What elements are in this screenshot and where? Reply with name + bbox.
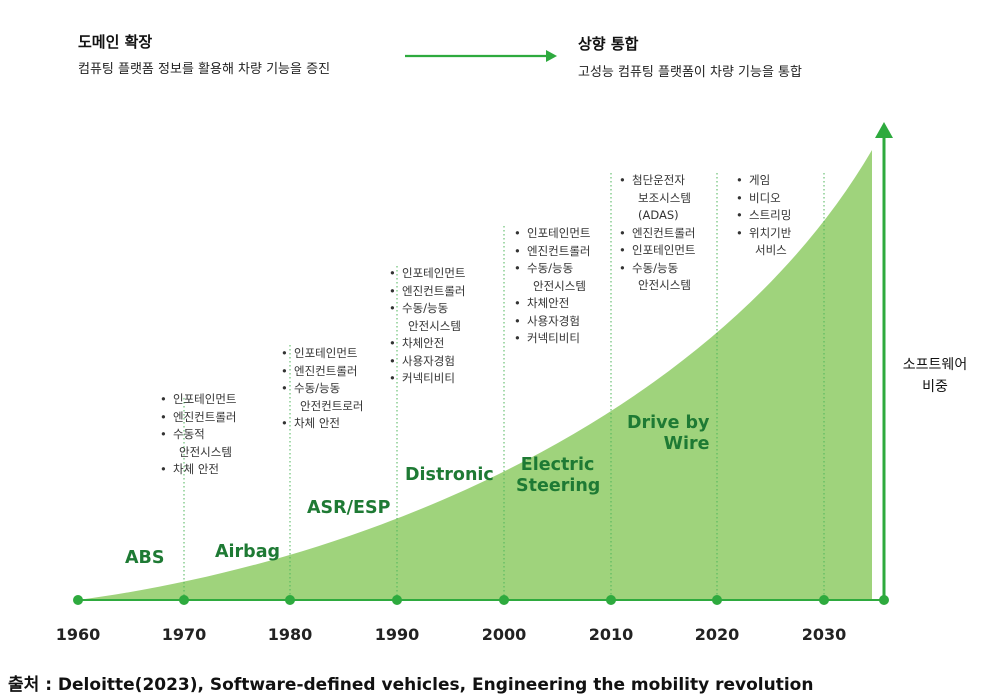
list-item: • 스트리밍	[736, 208, 792, 222]
timeline-dot-1990	[392, 595, 402, 605]
domain-expansion-subtitle: 컴퓨팅 플랫폼 정보를 활용해 차량 기능을 증진	[78, 62, 331, 77]
list-item: • 차체안전	[389, 336, 445, 350]
domain-expansion-title: 도메인 확장	[78, 33, 153, 51]
upward-integration-subtitle: 고성능 컴퓨팅 플랫폼이 차량 기능을 통합	[578, 65, 802, 80]
tech-label-asr-esp: ASR/ESP	[307, 498, 391, 518]
year-label-2010: 2010	[588, 625, 634, 644]
list-item: • 첨단운전자	[619, 173, 685, 187]
timeline-dot-2000	[499, 595, 509, 605]
year-label-1970: 1970	[161, 625, 207, 644]
tech-label-electric-steering: Electric Steering	[516, 455, 601, 496]
timeline-dot-2020	[712, 595, 722, 605]
tech-label-drive-by-wire: Drive by Wire	[627, 413, 710, 454]
list-item: • 커넥티비티	[514, 331, 580, 345]
timeline-dot-end	[879, 595, 889, 605]
list-item: • 차체안전	[514, 296, 570, 310]
tech-label-airbag: Airbag	[215, 542, 281, 562]
list-item-continuation: 안전시스템	[533, 278, 586, 293]
timeline-dot-1980	[285, 595, 295, 605]
source-caption: 출처 : Deloitte(2023), Software-defined ve…	[8, 675, 814, 695]
feature-list-1980s: • 인포테인먼트 • 엔진컨트롤러 • 수동/능동 안전컨트로러 • 차체 안전	[281, 345, 363, 433]
year-label-2000: 2000	[481, 625, 527, 644]
list-item: • 차체 안전	[160, 462, 219, 476]
list-item: • 차체 안전	[281, 416, 340, 430]
tech-label-abs: ABS	[125, 548, 165, 568]
list-item: • 커넥티비티	[389, 371, 455, 385]
list-item: • 인포테인먼트	[514, 226, 591, 240]
list-item: • 게임	[736, 173, 771, 187]
feature-list-2000s: • 인포테인먼트 • 엔진컨트롤러 • 수동/능동 안전시스템 • 차체안전 • 사용자경…	[514, 225, 590, 348]
list-item: • 수동/능동	[389, 301, 449, 315]
list-item-continuation: 안전시스템	[638, 278, 691, 292]
list-item-continuation: 안전시스템	[179, 444, 232, 459]
feature-list-1990s: • 인포테인먼트 • 엔진컨트롤러 • 수동/능동 안전시스템 • 차체안전 • 사용자경…	[389, 265, 465, 388]
list-item-continuation: 서비스	[755, 243, 787, 257]
list-item-continuation: 안전컨트로러	[300, 398, 364, 413]
timeline-dot-1960	[73, 595, 83, 605]
list-item: • 엔진컨트롤러	[619, 225, 696, 240]
list-item: • 인포테인먼트	[389, 266, 466, 280]
year-label-2020: 2020	[694, 625, 740, 644]
list-item: • 엔진컨트롤러	[514, 243, 591, 258]
year-label-1980: 1980	[267, 625, 313, 644]
timeline-dot-2010	[606, 595, 616, 605]
year-label-1990: 1990	[374, 625, 420, 644]
list-item: • 인포테인먼트	[281, 346, 358, 360]
list-item: • 수동적	[160, 427, 205, 441]
list-item: • 비디오	[736, 190, 781, 205]
upward-integration-title: 상향 통합	[578, 35, 639, 53]
software-share-arrow-icon	[875, 122, 893, 600]
list-item: • 엔진컨트롤러	[281, 363, 358, 378]
software-share-area	[78, 150, 872, 600]
feature-list-1970s: • 인포테인먼트 • 엔진컨트롤러 • 수동적 안전시스템 • 차체 안전	[160, 391, 236, 479]
year-label-1960: 1960	[55, 625, 101, 644]
list-item: • 수동/능동	[281, 381, 341, 395]
list-item: • 인포테인먼트	[619, 243, 696, 257]
list-item-continuation: 안전시스템	[408, 318, 461, 333]
software-share-label: 소프트웨어 비중	[902, 357, 968, 395]
list-item: • 위치기반	[736, 225, 792, 240]
list-item: • 인포테인먼트	[160, 392, 237, 406]
list-item-continuation: 보조시스템	[638, 190, 691, 205]
list-item: • 수동/능동	[514, 261, 574, 275]
list-item: • 사용자경험	[389, 353, 455, 368]
timeline-dot-2030	[819, 595, 829, 605]
list-item-continuation: (ADAS)	[638, 208, 679, 222]
list-item: • 엔진컨트롤러	[160, 409, 237, 424]
timeline-dot-1970	[179, 595, 189, 605]
year-label-2030: 2030	[801, 625, 847, 644]
header-arrow-icon	[405, 50, 557, 62]
list-item: • 엔진컨트롤러	[389, 283, 466, 298]
tech-label-distronic: Distronic	[405, 465, 494, 485]
feature-list-2010s: • 첨단운전자 보조시스템 (ADAS) • 엔진컨트롤러 • 인포테인먼트 • 수동/…	[619, 172, 695, 295]
feature-list-2020s: • 게임 • 비디오 • 스트리밍 • 위치기반 서비스	[736, 172, 791, 260]
list-item: • 수동/능동	[619, 260, 679, 275]
list-item: • 사용자경험	[514, 313, 580, 328]
